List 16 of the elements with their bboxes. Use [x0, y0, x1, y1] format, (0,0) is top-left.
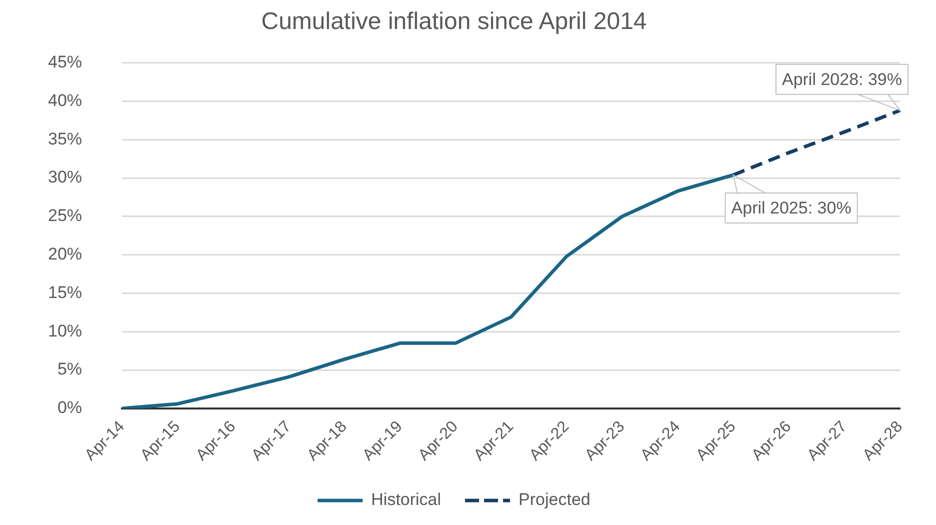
y-tick-label: 30%: [48, 168, 82, 187]
annotation: April 2025: 30%: [731, 198, 852, 218]
y-tick-label: 35%: [48, 129, 82, 148]
chart-title: Cumulative inflation since April 2014: [261, 8, 647, 36]
line-series: [732, 108, 902, 177]
y-tick-label: 10%: [48, 321, 82, 340]
y-tick-label: 40%: [48, 90, 82, 110]
y-tick-label: 15%: [48, 282, 82, 302]
legend-label: Historical: [371, 490, 442, 510]
annotation: April 2028: 39%: [782, 70, 902, 90]
y-tick-label: 45%: [48, 52, 82, 72]
legend-label: Projected: [518, 490, 590, 510]
y-tick-label: 5%: [57, 360, 82, 379]
y-tick-label: 20%: [48, 244, 82, 264]
y-tick-label: 0%: [57, 398, 82, 418]
y-tick-label: 25%: [48, 206, 82, 226]
